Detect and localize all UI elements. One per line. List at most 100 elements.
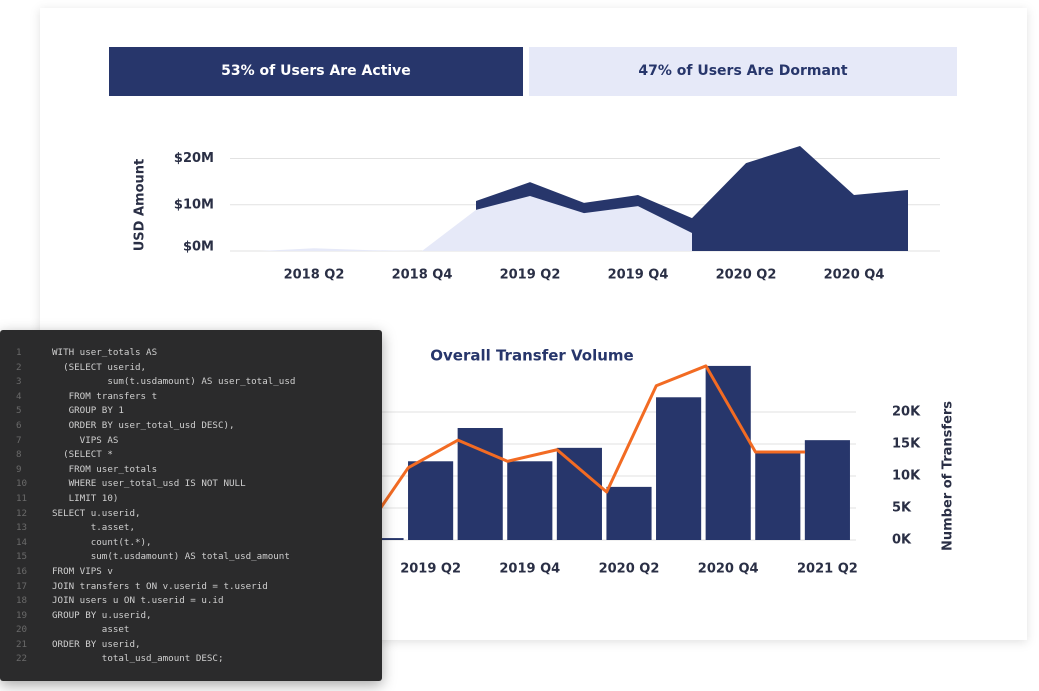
code-text: ORDER BY userid, (52, 638, 141, 650)
y-tick-label: 15K (892, 437, 921, 452)
plot (260, 146, 908, 251)
code-line: 11 LIMIT 10) (0, 492, 382, 507)
code-text: JOIN users u ON t.userid = u.id (52, 595, 224, 607)
line-number: 10 (16, 478, 28, 490)
x-tick-label: 2020 Q2 (599, 562, 660, 577)
code-line: 9 FROM user_totals (0, 463, 382, 478)
bar (556, 447, 602, 540)
y-tick-label: 5K (892, 501, 912, 516)
y-tick-label: $0M (183, 240, 214, 255)
code-line: 16 FROM VIPS v (0, 565, 382, 580)
x-tick-label: 2019 Q2 (400, 562, 461, 577)
code-text: FROM transfers t (52, 390, 158, 402)
code-text: WHERE user_total_usd IS NOT NULL (52, 478, 246, 490)
x-tick-label: 2020 Q4 (698, 562, 759, 577)
y-tick-label: $10M (174, 197, 214, 212)
code-line: 7 VIPS AS (0, 434, 382, 449)
code-line: 20 asset (0, 623, 382, 638)
x-tick-label: 2019 Q4 (608, 268, 669, 283)
y-tick-label: $20M (174, 151, 214, 166)
x-tick-label: 2018 Q2 (284, 268, 345, 283)
code-line: 22 total_usd_amount DESC; (0, 652, 382, 667)
line-number: 19 (16, 609, 28, 621)
active-banner: 53% of Users Are Active (109, 47, 523, 96)
line-number: 5 (16, 405, 22, 417)
code-line: 17 JOIN transfers t ON v.userid = t.useri… (0, 580, 382, 595)
bar (804, 440, 850, 540)
bar (606, 486, 652, 540)
line-number: 14 (16, 536, 28, 548)
code-line: 1 WITH user_totals AS (0, 346, 382, 361)
x-tick-label: 2020 Q2 (716, 268, 777, 283)
line-number: 1 (16, 347, 22, 358)
code-text: GROUP BY u.userid, (52, 609, 152, 621)
bar (755, 452, 801, 540)
code-line: 5 GROUP BY 1 (0, 404, 382, 419)
y-tick-label: 10K (892, 469, 921, 484)
code-line: 14 count(t.*), (0, 536, 382, 551)
bar (705, 365, 751, 540)
x-tick-label: 2019 Q4 (499, 562, 560, 577)
line-number: 4 (16, 390, 22, 402)
line-number: 7 (16, 434, 22, 446)
x-tick-label: 2019 Q2 (500, 268, 561, 283)
code-text: FROM VIPS v (52, 565, 113, 577)
code-text: ORDER BY user_total_usd DESC), (52, 419, 235, 431)
code-text: t.asset, (52, 522, 135, 534)
code-line: 21 ORDER BY userid, (0, 638, 382, 653)
code-line: 12 SELECT u.userid, (0, 507, 382, 522)
bar (656, 397, 702, 540)
code-text: LIMIT 10) (52, 492, 119, 504)
area (260, 195, 692, 251)
code-text: WITH user_totals AS (52, 347, 158, 358)
line-number: 2 (16, 361, 22, 373)
code-line: 8 (SELECT * (0, 448, 382, 463)
line-number: 15 (16, 551, 28, 563)
dormant-banner: 47% of Users Are Dormant (529, 47, 957, 96)
line-number: 11 (16, 492, 28, 504)
chart-title: Overall Transfer Volume (430, 347, 633, 365)
code-line: 15 sum(t.usdamount) AS total_usd_amount (0, 550, 382, 565)
code-text: (SELECT * (52, 449, 113, 461)
code-line: 19 GROUP BY u.userid, (0, 609, 382, 624)
line-number: 16 (16, 565, 28, 577)
line (357, 364, 806, 541)
code-text: (SELECT userid, (52, 361, 147, 373)
code-line: 13 t.asset, (0, 521, 382, 536)
line-number: 22 (16, 653, 28, 665)
bar (457, 428, 503, 540)
code-line: 6 ORDER BY user_total_usd DESC), (0, 419, 382, 434)
line-number: 9 (16, 463, 22, 475)
code-line: 10 WHERE user_total_usd IS NOT NULL (0, 477, 382, 492)
bar (507, 461, 553, 540)
code-text: asset (52, 624, 130, 636)
code-text: GROUP BY 1 (52, 405, 124, 417)
line-number: 3 (16, 376, 22, 388)
code-line: 4 FROM transfers t (0, 390, 382, 405)
x-tick-label: 2018 Q4 (392, 268, 453, 283)
code-text: JOIN transfers t ON v.userid = t.userid (52, 580, 268, 592)
y-tick-label: 20K (892, 405, 921, 420)
line-number: 21 (16, 638, 28, 650)
x-tick-label: 2020 Q4 (824, 268, 885, 283)
code-editor: 1 WITH user_totals AS 2 (SELECT userid, 3 s… (0, 330, 382, 681)
code-line: 3 sum(t.usdamount) AS user_total_usd (0, 375, 382, 390)
line-number: 17 (16, 580, 28, 592)
code-text: VIPS AS (52, 434, 119, 446)
bar (408, 461, 454, 540)
x-tick-label: 2021 Q2 (797, 562, 858, 577)
code-text: total_usd_amount DESC; (52, 653, 224, 665)
line-number: 20 (16, 624, 28, 636)
code-text: SELECT u.userid, (52, 507, 141, 519)
line-number: 18 (16, 595, 28, 607)
line-number: 12 (16, 507, 28, 519)
line-number: 8 (16, 449, 22, 461)
code-text: sum(t.usdamount) AS user_total_usd (52, 376, 296, 388)
y-axis-label: Number of Transfers (941, 401, 956, 551)
code-line: 2 (SELECT userid, (0, 361, 382, 376)
code-line: 18 JOIN users u ON t.userid = u.id (0, 594, 382, 609)
code-text: FROM user_totals (52, 463, 158, 475)
code-text: count(t.*), (52, 536, 152, 548)
line-number: 6 (16, 419, 22, 431)
